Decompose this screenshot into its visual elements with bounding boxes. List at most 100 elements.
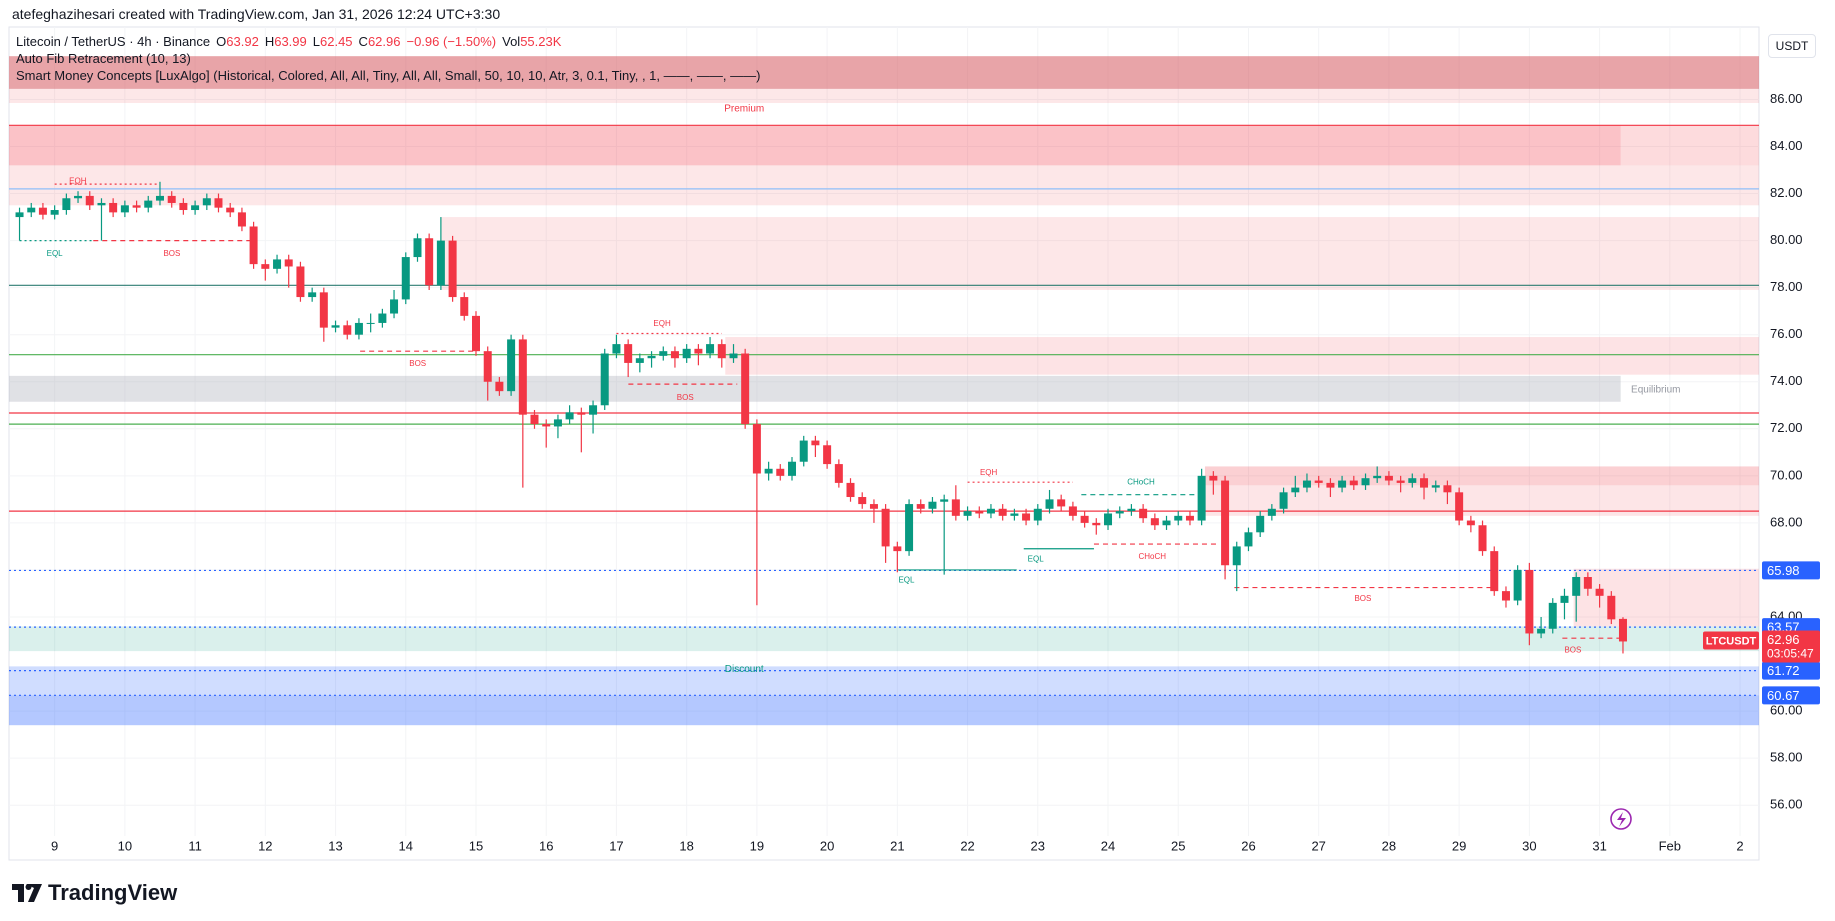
- candle-body: [1022, 513, 1031, 521]
- price-tag-label: 65.98: [1767, 563, 1800, 578]
- ohlc-value: 62.96: [367, 34, 401, 49]
- x-tick-label: 29: [1452, 838, 1466, 853]
- candle-body: [62, 198, 71, 211]
- x-tick-label: 31: [1592, 838, 1606, 853]
- alert-bolt: [1617, 812, 1626, 827]
- zone: [440, 217, 1759, 291]
- candle-body: [682, 348, 691, 359]
- annotation: BOS: [677, 393, 694, 402]
- candle-body: [1267, 508, 1276, 516]
- annotation: EQL: [1028, 554, 1045, 563]
- zone: [9, 626, 1759, 652]
- zone: [1204, 466, 1759, 486]
- brand: TradingView: [12, 880, 177, 906]
- candle-body: [694, 348, 703, 354]
- candle-body: [226, 207, 235, 213]
- candle-body: [1338, 480, 1347, 488]
- candle-body: [120, 205, 129, 213]
- x-tick-label: 22: [960, 838, 974, 853]
- candle-body: [589, 405, 598, 415]
- candle-body: [390, 299, 399, 314]
- candle-body: [635, 358, 644, 363]
- ohlc-item: L62.45: [313, 33, 353, 50]
- x-tick-label: 17: [609, 838, 623, 853]
- symbol: Litecoin / TetherUS · 4h · Binance: [16, 34, 211, 49]
- x-tick-label: 26: [1241, 838, 1255, 853]
- candle-body: [975, 511, 984, 514]
- alert-icon[interactable]: [1610, 808, 1632, 830]
- y-tick-label: 84.00: [1770, 138, 1803, 153]
- candle-body: [1326, 482, 1335, 488]
- ohlc-label: L: [312, 34, 320, 49]
- candle-body: [261, 264, 270, 269]
- candle-body: [624, 344, 633, 363]
- candle-body: [542, 424, 551, 427]
- x-tick-label: 18: [679, 838, 693, 853]
- candle-body: [1431, 485, 1440, 488]
- x-tick-label: 19: [750, 838, 764, 853]
- brand-logo: [12, 884, 42, 902]
- annotation: Equilibrium: [1631, 384, 1680, 395]
- annotation: EQH: [69, 176, 87, 185]
- zone: [9, 56, 1759, 89]
- currency-button[interactable]: USDT: [1768, 34, 1816, 58]
- candle-body: [1455, 492, 1464, 521]
- candle-body: [401, 257, 410, 300]
- candle-body: [1525, 569, 1534, 634]
- candle-body: [893, 546, 902, 552]
- candle-body: [1232, 546, 1241, 566]
- y-tick-label: 76.00: [1770, 326, 1803, 341]
- y-tick-label: 86.00: [1770, 91, 1803, 106]
- candle-body: [109, 202, 118, 213]
- ohlc-value: 62.45: [320, 34, 353, 49]
- volume-value: 55.23K: [520, 34, 562, 49]
- x-tick-label: 23: [1031, 838, 1045, 853]
- x-tick-label: 15: [469, 838, 483, 853]
- candle-body: [518, 339, 527, 415]
- annotation: CHoCH: [1138, 552, 1166, 561]
- candle-body: [1408, 478, 1417, 483]
- annotation: BOS: [1354, 594, 1371, 603]
- candle-body: [1256, 515, 1265, 533]
- legend-row: Litecoin / TetherUS · 4h · Binance O63.9…: [16, 33, 760, 50]
- y-tick-label: 74.00: [1770, 373, 1803, 388]
- candle-body: [1478, 525, 1487, 552]
- candle-body: [1197, 475, 1206, 521]
- price-tag: [1762, 686, 1820, 705]
- candle-body: [167, 195, 176, 203]
- ohlc-item: O63.92: [216, 33, 259, 50]
- candle-body: [963, 511, 972, 516]
- candle-body: [249, 226, 258, 265]
- candle-body: [1045, 499, 1054, 509]
- candle-body: [413, 238, 422, 258]
- price-tag-label: 60.67: [1767, 688, 1800, 703]
- candle-body: [881, 508, 890, 547]
- indicator: Smart Money Concepts [LuxAlgo] (Historic…: [16, 68, 761, 83]
- candle-body: [15, 212, 24, 218]
- symbol-tag: [1703, 631, 1759, 650]
- zone: [725, 337, 1759, 375]
- candle-body: [366, 322, 375, 324]
- price-tag: [1762, 561, 1820, 580]
- candle-body: [1560, 595, 1569, 603]
- candle-body: [729, 353, 738, 359]
- candle-body: [331, 325, 340, 328]
- candles: [15, 181, 1627, 654]
- plot-frame: [8, 26, 1760, 861]
- candle-body: [858, 497, 867, 505]
- candle-body: [1361, 478, 1370, 486]
- candle-body: [284, 259, 293, 267]
- countdown: 03:05:47: [1767, 647, 1814, 661]
- indicator: Auto Fib Retracement (10, 13): [16, 51, 191, 66]
- x-tick-label: 2: [1736, 838, 1743, 853]
- levels: [9, 124, 1759, 696]
- candle-body: [495, 381, 504, 392]
- candle-body: [1080, 515, 1089, 523]
- candle-body: [378, 313, 387, 323]
- y-tick-label: 72.00: [1770, 420, 1803, 435]
- candle-body: [1291, 487, 1300, 493]
- y-tick-label: 58.00: [1770, 750, 1803, 765]
- candle-body: [1150, 518, 1159, 526]
- candle-body: [319, 292, 328, 328]
- candle-body: [1501, 591, 1510, 601]
